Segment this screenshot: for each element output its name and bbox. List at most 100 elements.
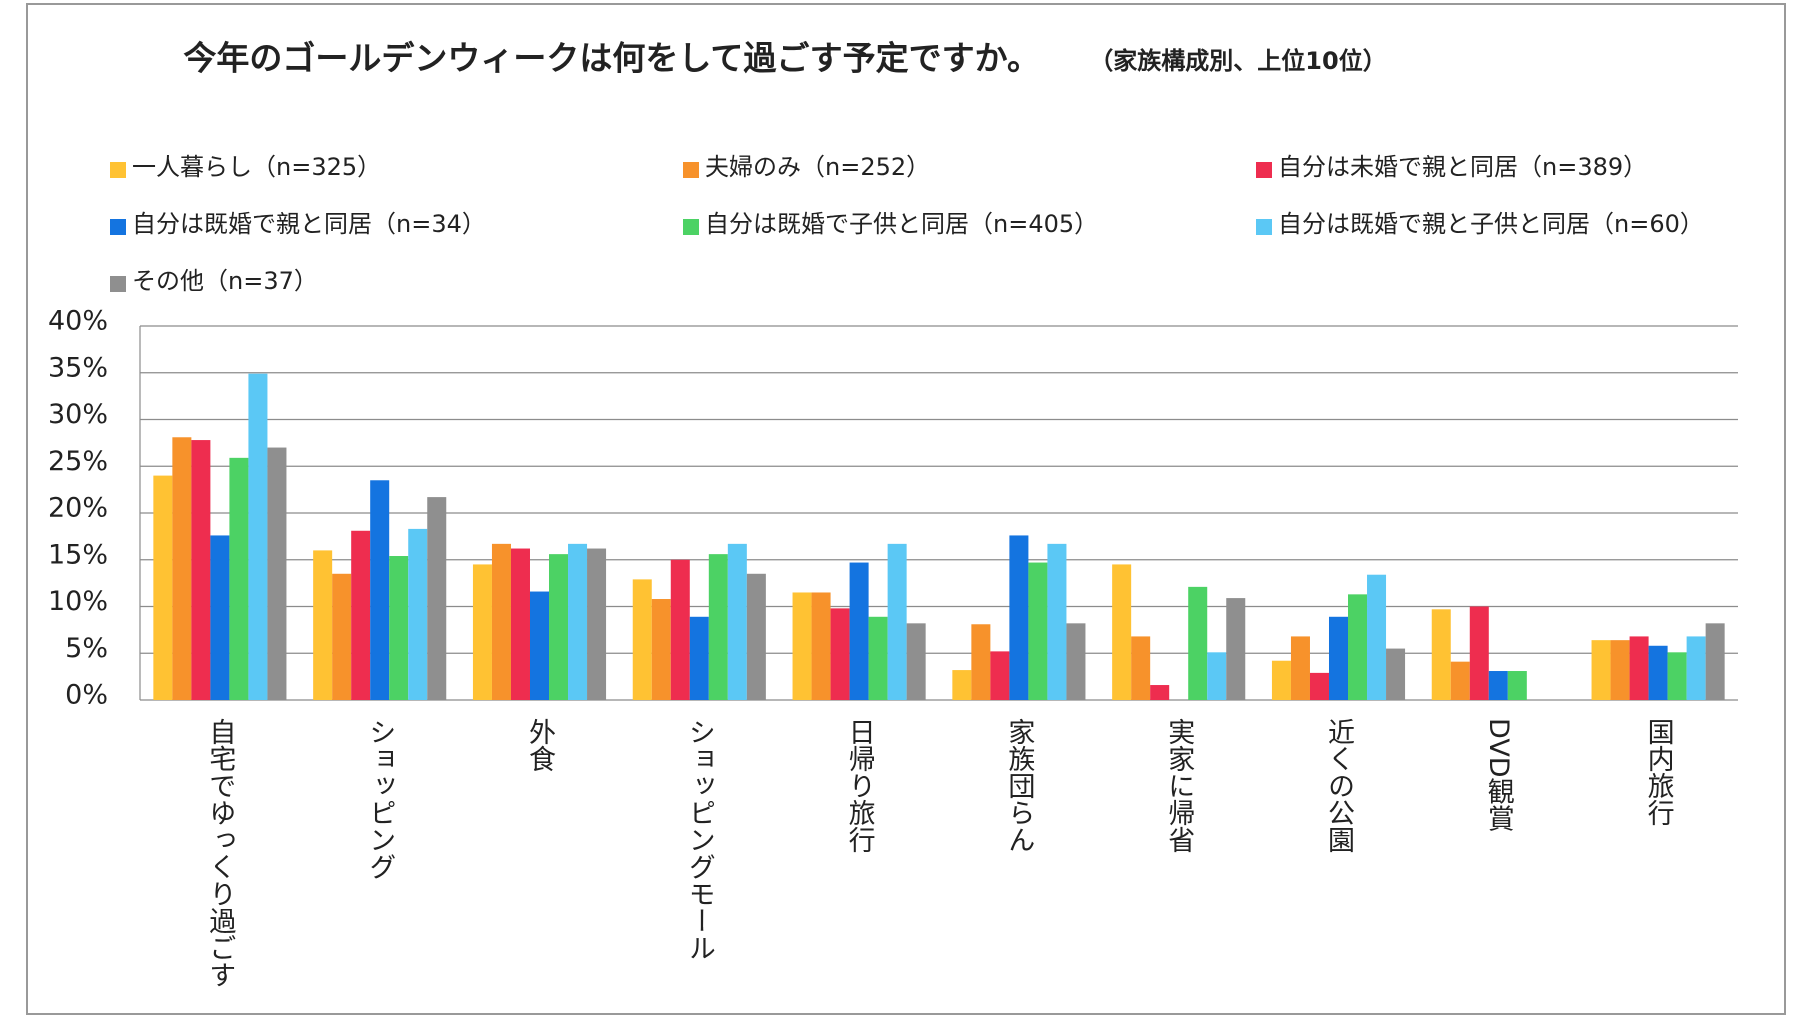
- chart-subtitle: （家族構成別、上位10位）: [1089, 47, 1386, 75]
- bar: [1226, 598, 1246, 700]
- bar: [1047, 543, 1067, 700]
- bar: [427, 497, 447, 700]
- legend-swatch: [1256, 219, 1272, 235]
- bar: [1648, 645, 1668, 700]
- bar: [1309, 672, 1329, 700]
- bar: [727, 543, 747, 700]
- bar: [248, 373, 268, 700]
- bar: [172, 437, 192, 700]
- bar: [351, 530, 371, 700]
- bar: [1328, 616, 1349, 700]
- legend-swatch: [110, 276, 126, 292]
- bar: [1629, 636, 1649, 700]
- x-tick-label: DVD観賞: [1483, 718, 1515, 832]
- bar: [651, 599, 671, 700]
- bar: [332, 573, 352, 700]
- bar: [1112, 564, 1132, 700]
- bar: [1469, 606, 1489, 700]
- bar: [153, 475, 173, 700]
- bar: [1705, 623, 1725, 700]
- x-tick-label: ショッピングモール: [684, 718, 715, 961]
- bar: [1386, 648, 1406, 700]
- bar: [689, 616, 709, 700]
- legend-swatch: [110, 219, 126, 235]
- x-tick-label: 近くの公園: [1323, 718, 1354, 853]
- bar: [408, 528, 428, 700]
- bar: [370, 480, 390, 700]
- bar: [708, 554, 728, 700]
- legend-label: その他（n=37）: [132, 267, 318, 295]
- legend-swatch: [683, 219, 699, 235]
- bar: [587, 548, 607, 700]
- x-tick-label: 実家に帰省: [1163, 718, 1195, 853]
- bar: [746, 573, 766, 700]
- bar: [1431, 609, 1451, 700]
- legend-label: 夫婦のみ（n=252）: [705, 153, 930, 181]
- x-tick-label: 国内旅行: [1643, 718, 1675, 826]
- y-tick-label: 20%: [48, 493, 108, 524]
- bar: [1507, 671, 1527, 700]
- bar: [868, 616, 888, 700]
- bar: [267, 447, 287, 700]
- bar: [1450, 661, 1470, 700]
- y-tick-label: 5%: [65, 633, 108, 664]
- bar: [1150, 685, 1170, 700]
- frame: [26, 3, 1786, 1015]
- bar: [1009, 535, 1029, 700]
- bar: [210, 535, 230, 700]
- x-tick-label: 家族団らん: [1003, 718, 1035, 853]
- legend-label: 自分は既婚で親と同居（n=34）: [132, 210, 486, 238]
- bar: [191, 440, 211, 700]
- y-tick-label: 40%: [48, 306, 108, 337]
- bar: [1131, 636, 1151, 700]
- legend-label: 自分は既婚で子供と同居（n=405）: [705, 210, 1098, 238]
- bar: [229, 457, 249, 700]
- bar: [1188, 586, 1208, 700]
- bar: [529, 591, 550, 700]
- y-tick-label: 10%: [48, 586, 108, 617]
- bar: [389, 556, 409, 700]
- bar: [1207, 652, 1227, 700]
- bar: [1367, 574, 1387, 700]
- legend-swatch: [683, 162, 699, 178]
- bar: [830, 608, 850, 700]
- bar: [1686, 636, 1706, 700]
- bar: [887, 543, 907, 700]
- bar: [472, 564, 492, 700]
- bar: [313, 550, 333, 700]
- bar: [1028, 562, 1048, 700]
- bar: [510, 548, 530, 700]
- bar: [990, 651, 1010, 700]
- bar: [971, 624, 991, 700]
- bar: [491, 543, 511, 700]
- bar: [670, 559, 690, 700]
- bar: [792, 592, 812, 700]
- y-tick-label: 25%: [48, 446, 108, 477]
- bar: [632, 579, 652, 700]
- bar: [549, 554, 569, 700]
- legend-label: 自分は未婚で親と同居（n=389）: [1278, 153, 1647, 181]
- bar: [1591, 640, 1611, 700]
- bar: [1488, 671, 1508, 700]
- bar: [849, 562, 869, 700]
- legend-swatch: [110, 162, 126, 178]
- y-tick-label: 15%: [48, 539, 108, 570]
- bar: [811, 592, 831, 700]
- bar: [952, 670, 972, 700]
- bar: [906, 623, 926, 700]
- x-tick-label: 自宅でゆっくり過ごす: [204, 718, 236, 988]
- x-tick-label: 日帰り旅行: [844, 718, 876, 853]
- y-tick-label: 0%: [65, 680, 108, 711]
- y-tick-label: 30%: [48, 399, 108, 430]
- bar: [1290, 636, 1310, 700]
- legend-swatch: [1256, 162, 1272, 178]
- bar: [568, 543, 588, 700]
- legend-label: 一人暮らし（n=325）: [132, 153, 381, 181]
- legend-label: 自分は既婚で親と子供と同居（n=60）: [1278, 210, 1704, 238]
- bar: [1610, 640, 1630, 700]
- bar: [1271, 660, 1291, 700]
- y-tick-label: 35%: [48, 352, 108, 383]
- chart-title: 今年のゴールデンウィークは何をして過ごす予定ですか。: [183, 39, 1040, 78]
- bar: [1667, 652, 1687, 700]
